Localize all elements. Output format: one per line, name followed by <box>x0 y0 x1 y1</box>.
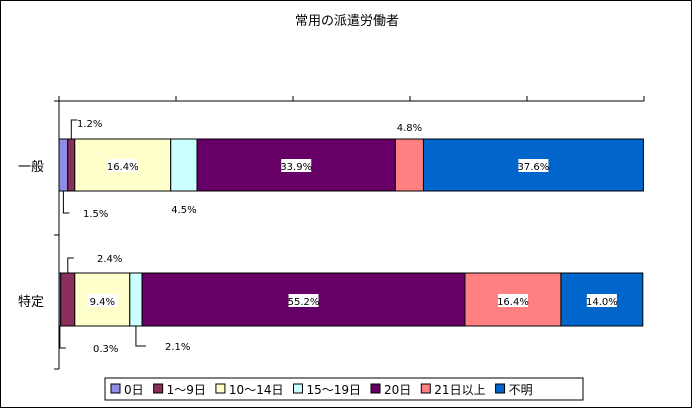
data-label: 9.4% <box>90 297 115 308</box>
data-label: 0.3% <box>93 344 118 355</box>
legend-label: 15～19日 <box>306 383 361 397</box>
data-label-background <box>586 294 617 307</box>
bar-segment <box>58 138 69 192</box>
legend-label: 1～9日 <box>167 383 206 397</box>
legend-swatch <box>215 383 226 394</box>
data-label: 37.6% <box>518 162 550 173</box>
legend-label: 20日 <box>384 383 411 397</box>
data-label: 2.1% <box>165 342 190 353</box>
legend-label: 21日以上 <box>434 383 485 397</box>
data-labels: 1.2% 1.5% 16.4% 4.5% 33.9% 4.8% 37.6% 2.4% 0.3% 9… <box>59 119 618 355</box>
data-label: 1.5% <box>83 209 108 220</box>
data-label: 33.9% <box>280 162 312 173</box>
bar-segments <box>58 138 644 327</box>
data-label: 4.8% <box>397 123 422 134</box>
legend-label: 10～14日 <box>229 383 284 397</box>
legend-swatch <box>153 383 164 394</box>
legend-label: 不明 <box>509 383 533 397</box>
legend-swatch <box>370 383 381 394</box>
leader-line <box>70 119 78 139</box>
category-label: 一般 <box>18 159 44 175</box>
data-label: 55.2% <box>288 297 320 308</box>
data-label: 14.0% <box>586 297 618 308</box>
leader-line <box>59 326 66 349</box>
legend-swatch <box>292 383 303 394</box>
data-label: 2.4% <box>97 254 122 265</box>
legend-label: 0日 <box>124 383 144 397</box>
data-label: 1.2% <box>77 119 102 130</box>
leader-line <box>135 326 146 347</box>
category-label: 特定 <box>18 295 44 310</box>
data-label-background <box>497 294 528 307</box>
chart-title: 常用の派遣労働者 <box>295 14 399 29</box>
data-label-background <box>107 159 138 172</box>
data-label: 16.4% <box>107 162 139 173</box>
legend-swatch <box>495 383 506 394</box>
data-label-background <box>87 294 118 307</box>
data-label-background <box>518 159 549 172</box>
bar-segment <box>129 272 143 327</box>
legend: 0日 1～9日 10～14日 15～19日 20日 21日以上 不明 <box>104 377 584 401</box>
legend-swatch <box>420 383 431 394</box>
bar-segment <box>394 138 424 192</box>
legend-swatch <box>110 383 121 394</box>
data-label: 4.5% <box>171 205 196 216</box>
data-label-background <box>288 294 319 307</box>
bar-segment <box>60 272 76 327</box>
data-label-background <box>281 159 312 172</box>
leader-line <box>67 257 74 273</box>
bar-segment <box>170 138 198 192</box>
bar-segment <box>67 138 76 192</box>
leader-line <box>62 191 70 214</box>
data-label: 16.4% <box>497 297 529 308</box>
